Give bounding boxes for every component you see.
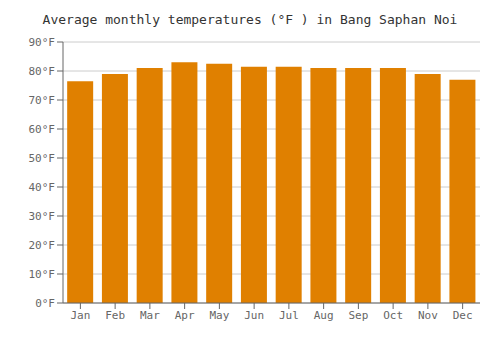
- svg-text:Apr: Apr: [175, 309, 195, 322]
- svg-text:Feb: Feb: [105, 309, 125, 322]
- svg-text:Jan: Jan: [70, 309, 90, 322]
- svg-text:20°F: 20°F: [29, 239, 56, 252]
- svg-text:60°F: 60°F: [29, 123, 56, 136]
- svg-text:Jun: Jun: [244, 309, 264, 322]
- svg-text:40°F: 40°F: [29, 181, 56, 194]
- svg-text:Sep: Sep: [348, 309, 368, 322]
- svg-text:Oct: Oct: [383, 309, 403, 322]
- svg-text:Mar: Mar: [140, 309, 160, 322]
- svg-text:90°F: 90°F: [29, 36, 56, 49]
- svg-text:Jul: Jul: [279, 309, 299, 322]
- svg-text:50°F: 50°F: [29, 152, 56, 165]
- svg-text:Aug: Aug: [314, 309, 334, 322]
- svg-text:Dec: Dec: [453, 309, 473, 322]
- svg-text:May: May: [209, 309, 229, 322]
- svg-text:70°F: 70°F: [29, 94, 56, 107]
- svg-text:Nov: Nov: [418, 309, 438, 322]
- svg-text:0°F: 0°F: [35, 297, 55, 310]
- svg-text:10°F: 10°F: [29, 268, 56, 281]
- html-text:Average monthly temperatures (: Average monthly temperatures (°F ) in Ba…: [42, 12, 458, 27]
- svg-text:30°F: 30°F: [29, 210, 56, 223]
- svg-text:80°F: 80°F: [29, 65, 56, 78]
